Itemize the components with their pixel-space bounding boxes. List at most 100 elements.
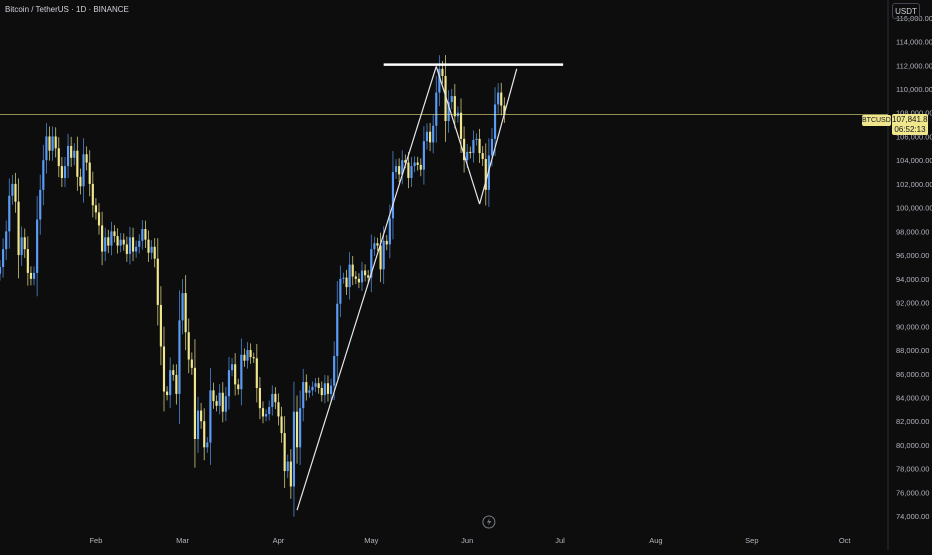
candle-up xyxy=(196,410,200,440)
candle-up xyxy=(230,364,234,371)
y-tick-label: 114,000.00 xyxy=(896,38,932,47)
candle-up xyxy=(209,390,212,443)
y-tick-label: 104,000.00 xyxy=(896,156,932,165)
candle-up xyxy=(314,383,317,387)
candle-up xyxy=(493,104,497,139)
lightning-icon[interactable] xyxy=(482,515,496,529)
candle-up xyxy=(135,246,138,252)
lightning-glyph xyxy=(486,518,492,526)
candle-down xyxy=(215,401,218,406)
candle-up xyxy=(8,195,11,232)
trendline[interactable] xyxy=(296,66,437,511)
candle-up xyxy=(447,102,450,122)
candle-up xyxy=(339,278,342,304)
trendline[interactable] xyxy=(479,68,518,205)
candle-up xyxy=(11,183,14,196)
candle-down xyxy=(398,166,401,175)
candle-down xyxy=(484,158,487,190)
x-tick-label: Mar xyxy=(176,536,189,545)
candle-up xyxy=(333,355,336,386)
candle-down xyxy=(91,183,94,206)
candle-up xyxy=(435,92,438,126)
candle-down xyxy=(147,239,150,253)
y-tick-label: 76,000.00 xyxy=(896,488,929,497)
candle-up xyxy=(472,140,475,154)
last-price-tag: 107,841.83 06:52:13 xyxy=(892,114,932,135)
candle-up xyxy=(388,218,391,245)
candle-up xyxy=(432,125,435,143)
y-tick-label: 86,000.00 xyxy=(896,370,929,379)
candle-down xyxy=(187,332,190,360)
candle-up xyxy=(0,266,2,274)
candle-down xyxy=(354,276,357,279)
candle-down xyxy=(459,112,463,139)
trendline[interactable] xyxy=(435,66,481,205)
candle-down xyxy=(14,183,17,202)
candle-down xyxy=(500,92,503,106)
candle-up xyxy=(39,189,42,220)
candle-down xyxy=(159,304,162,347)
y-tick-label: 94,000.00 xyxy=(896,275,929,284)
candle-up xyxy=(110,231,113,246)
candle-down xyxy=(453,96,456,117)
candle-up xyxy=(497,92,500,105)
candle-up xyxy=(450,96,453,103)
y-tick-label: 106,000.00 xyxy=(896,132,932,141)
candle-down xyxy=(203,421,206,448)
candle-up xyxy=(422,141,425,170)
candle-up xyxy=(169,370,172,396)
candle-down xyxy=(113,231,116,237)
currency-button[interactable]: USDT xyxy=(892,3,920,19)
candle-up xyxy=(299,408,302,448)
candle-down xyxy=(416,162,419,165)
candle-down xyxy=(277,402,280,417)
x-tick-label: Jun xyxy=(461,536,473,545)
candle-up xyxy=(302,382,305,409)
candle-up xyxy=(410,166,413,178)
candle-down xyxy=(289,461,292,487)
candle-up xyxy=(240,354,243,390)
candle-down xyxy=(481,153,484,159)
candle-down xyxy=(305,382,308,393)
candle-up xyxy=(342,277,345,279)
candle-down xyxy=(85,154,88,163)
y-tick-label: 108,000.00 xyxy=(896,109,932,118)
candle-down xyxy=(54,136,57,149)
candle-up xyxy=(401,160,404,175)
candle-down xyxy=(144,228,147,240)
candle-up xyxy=(218,392,221,406)
candle-down xyxy=(165,391,169,396)
candle-up xyxy=(42,160,45,190)
x-tick-label: Aug xyxy=(649,536,662,545)
symbol-title[interactable]: Bitcoin / TetherUS · 1D · BINANCE xyxy=(5,5,129,14)
candle-up xyxy=(141,228,144,241)
candle-up xyxy=(348,264,351,288)
candle-down xyxy=(404,160,407,163)
candle-up xyxy=(36,219,39,273)
candle-up xyxy=(138,240,141,247)
candle-down xyxy=(193,367,197,440)
candle-down xyxy=(252,357,255,359)
y-tick-label: 110,000.00 xyxy=(896,85,932,94)
candle-up xyxy=(265,414,268,417)
candle-down xyxy=(261,408,265,417)
candle-down xyxy=(326,383,330,394)
x-tick-label: Oct xyxy=(839,536,852,545)
last-price-value: 107,841.83 xyxy=(892,115,932,124)
candle-up xyxy=(178,320,181,394)
candle-up xyxy=(224,396,227,412)
y-tick-label: 88,000.00 xyxy=(896,346,929,355)
candle-up xyxy=(5,231,8,250)
candle-down xyxy=(26,249,29,273)
candle-down xyxy=(131,237,135,252)
candle-down xyxy=(153,246,156,259)
candle-up xyxy=(181,293,184,321)
candle-up xyxy=(425,131,429,142)
candle-up xyxy=(206,442,209,448)
candle-down xyxy=(407,162,410,178)
candle-down xyxy=(57,148,60,167)
candle-down xyxy=(441,68,444,76)
candle-down xyxy=(70,145,73,158)
